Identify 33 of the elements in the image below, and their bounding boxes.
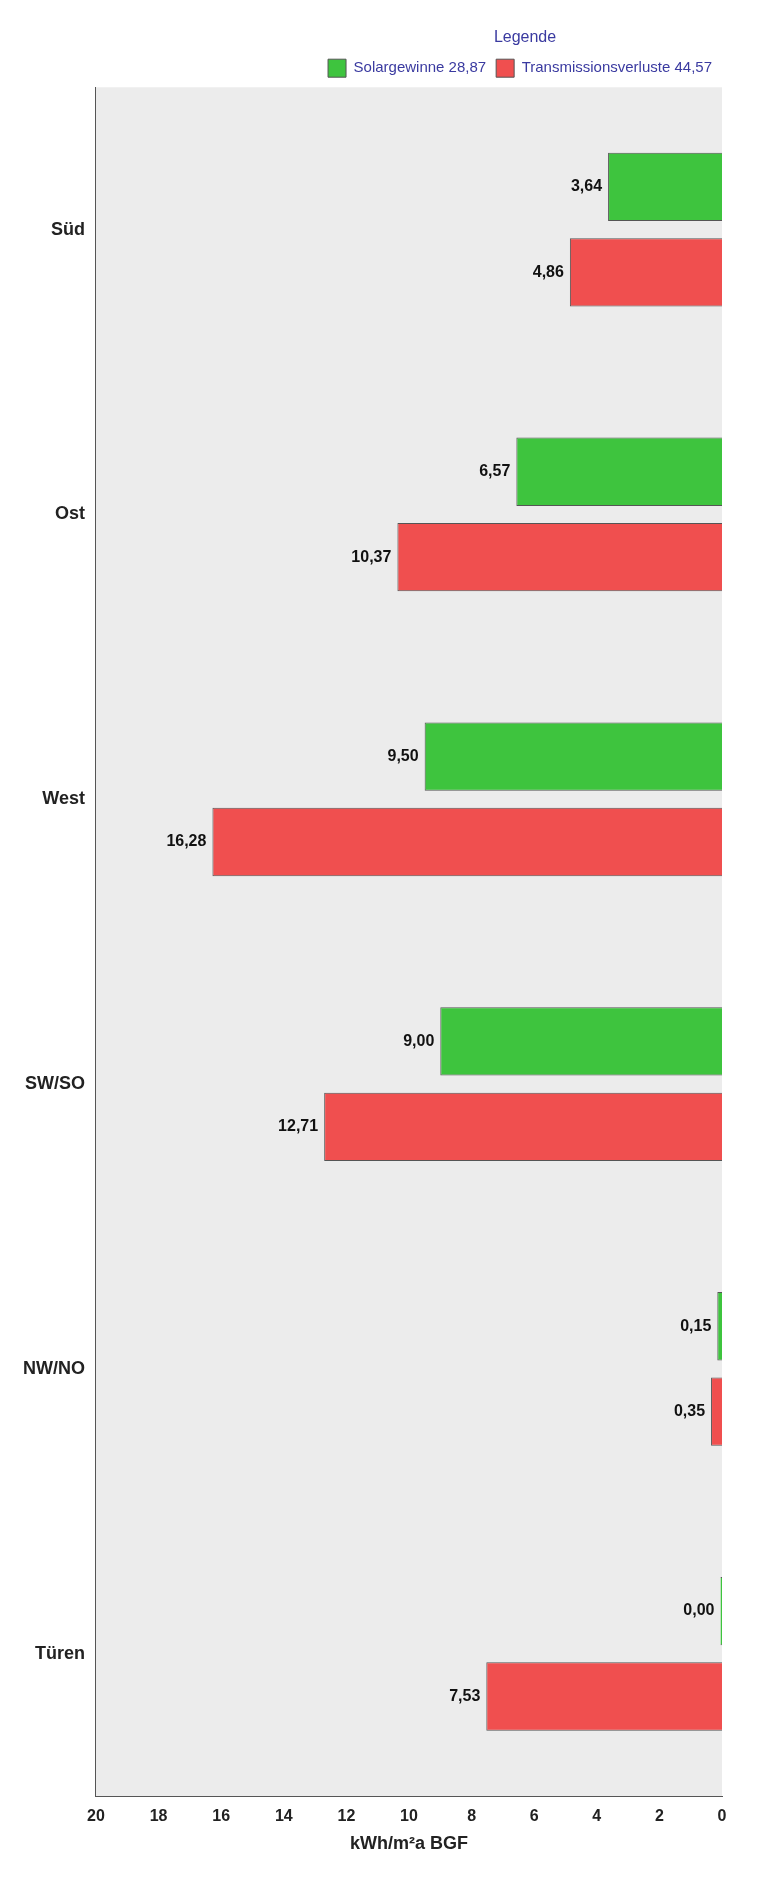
data-label: 0,35: [673, 1402, 706, 1420]
y-tick-label: NW/NO: [22, 1357, 85, 1378]
x-tick-label: 14: [274, 1807, 293, 1825]
x-tick-label: 2: [654, 1807, 664, 1825]
x-tick-label: 18: [149, 1807, 168, 1825]
y-tick-label: Ost: [54, 503, 85, 524]
data-label: 3,64: [570, 177, 603, 195]
x-tick-label: 8: [467, 1807, 477, 1825]
data-label: 0,00: [683, 1601, 715, 1619]
x-tick-label: 16: [212, 1807, 231, 1825]
x-tick-label: 20: [87, 1807, 105, 1825]
legend-label: Solargewinne 28,87: [353, 58, 487, 76]
y-tick-label: SW/SO: [24, 1073, 85, 1094]
data-label: 4,86: [532, 262, 564, 280]
data-label: 9,50: [387, 746, 419, 764]
data-label: 10,37: [351, 547, 392, 565]
x-tick-label: 0: [717, 1807, 727, 1825]
x-axis-title: kWh/m²a BGF: [349, 1833, 468, 1854]
legend-title: Legende: [493, 28, 557, 46]
y-tick-label: Türen: [34, 1642, 85, 1663]
x-tick-label: 10: [400, 1807, 418, 1825]
data-label: 6,57: [479, 462, 511, 480]
x-tick-label: 6: [529, 1807, 539, 1825]
data-label: 0,15: [680, 1316, 712, 1334]
y-tick-label: West: [42, 788, 85, 809]
data-label: 16,28: [166, 832, 207, 850]
y-tick-label: Süd: [50, 218, 85, 239]
data-label: 12,71: [278, 1117, 319, 1135]
data-label: 9,00: [403, 1031, 435, 1049]
legend-label: Transmissionsverluste 44,57: [521, 58, 712, 76]
x-tick-label: 12: [337, 1807, 356, 1825]
x-tick-label: 4: [592, 1807, 602, 1825]
data-label: 7,53: [449, 1686, 481, 1704]
